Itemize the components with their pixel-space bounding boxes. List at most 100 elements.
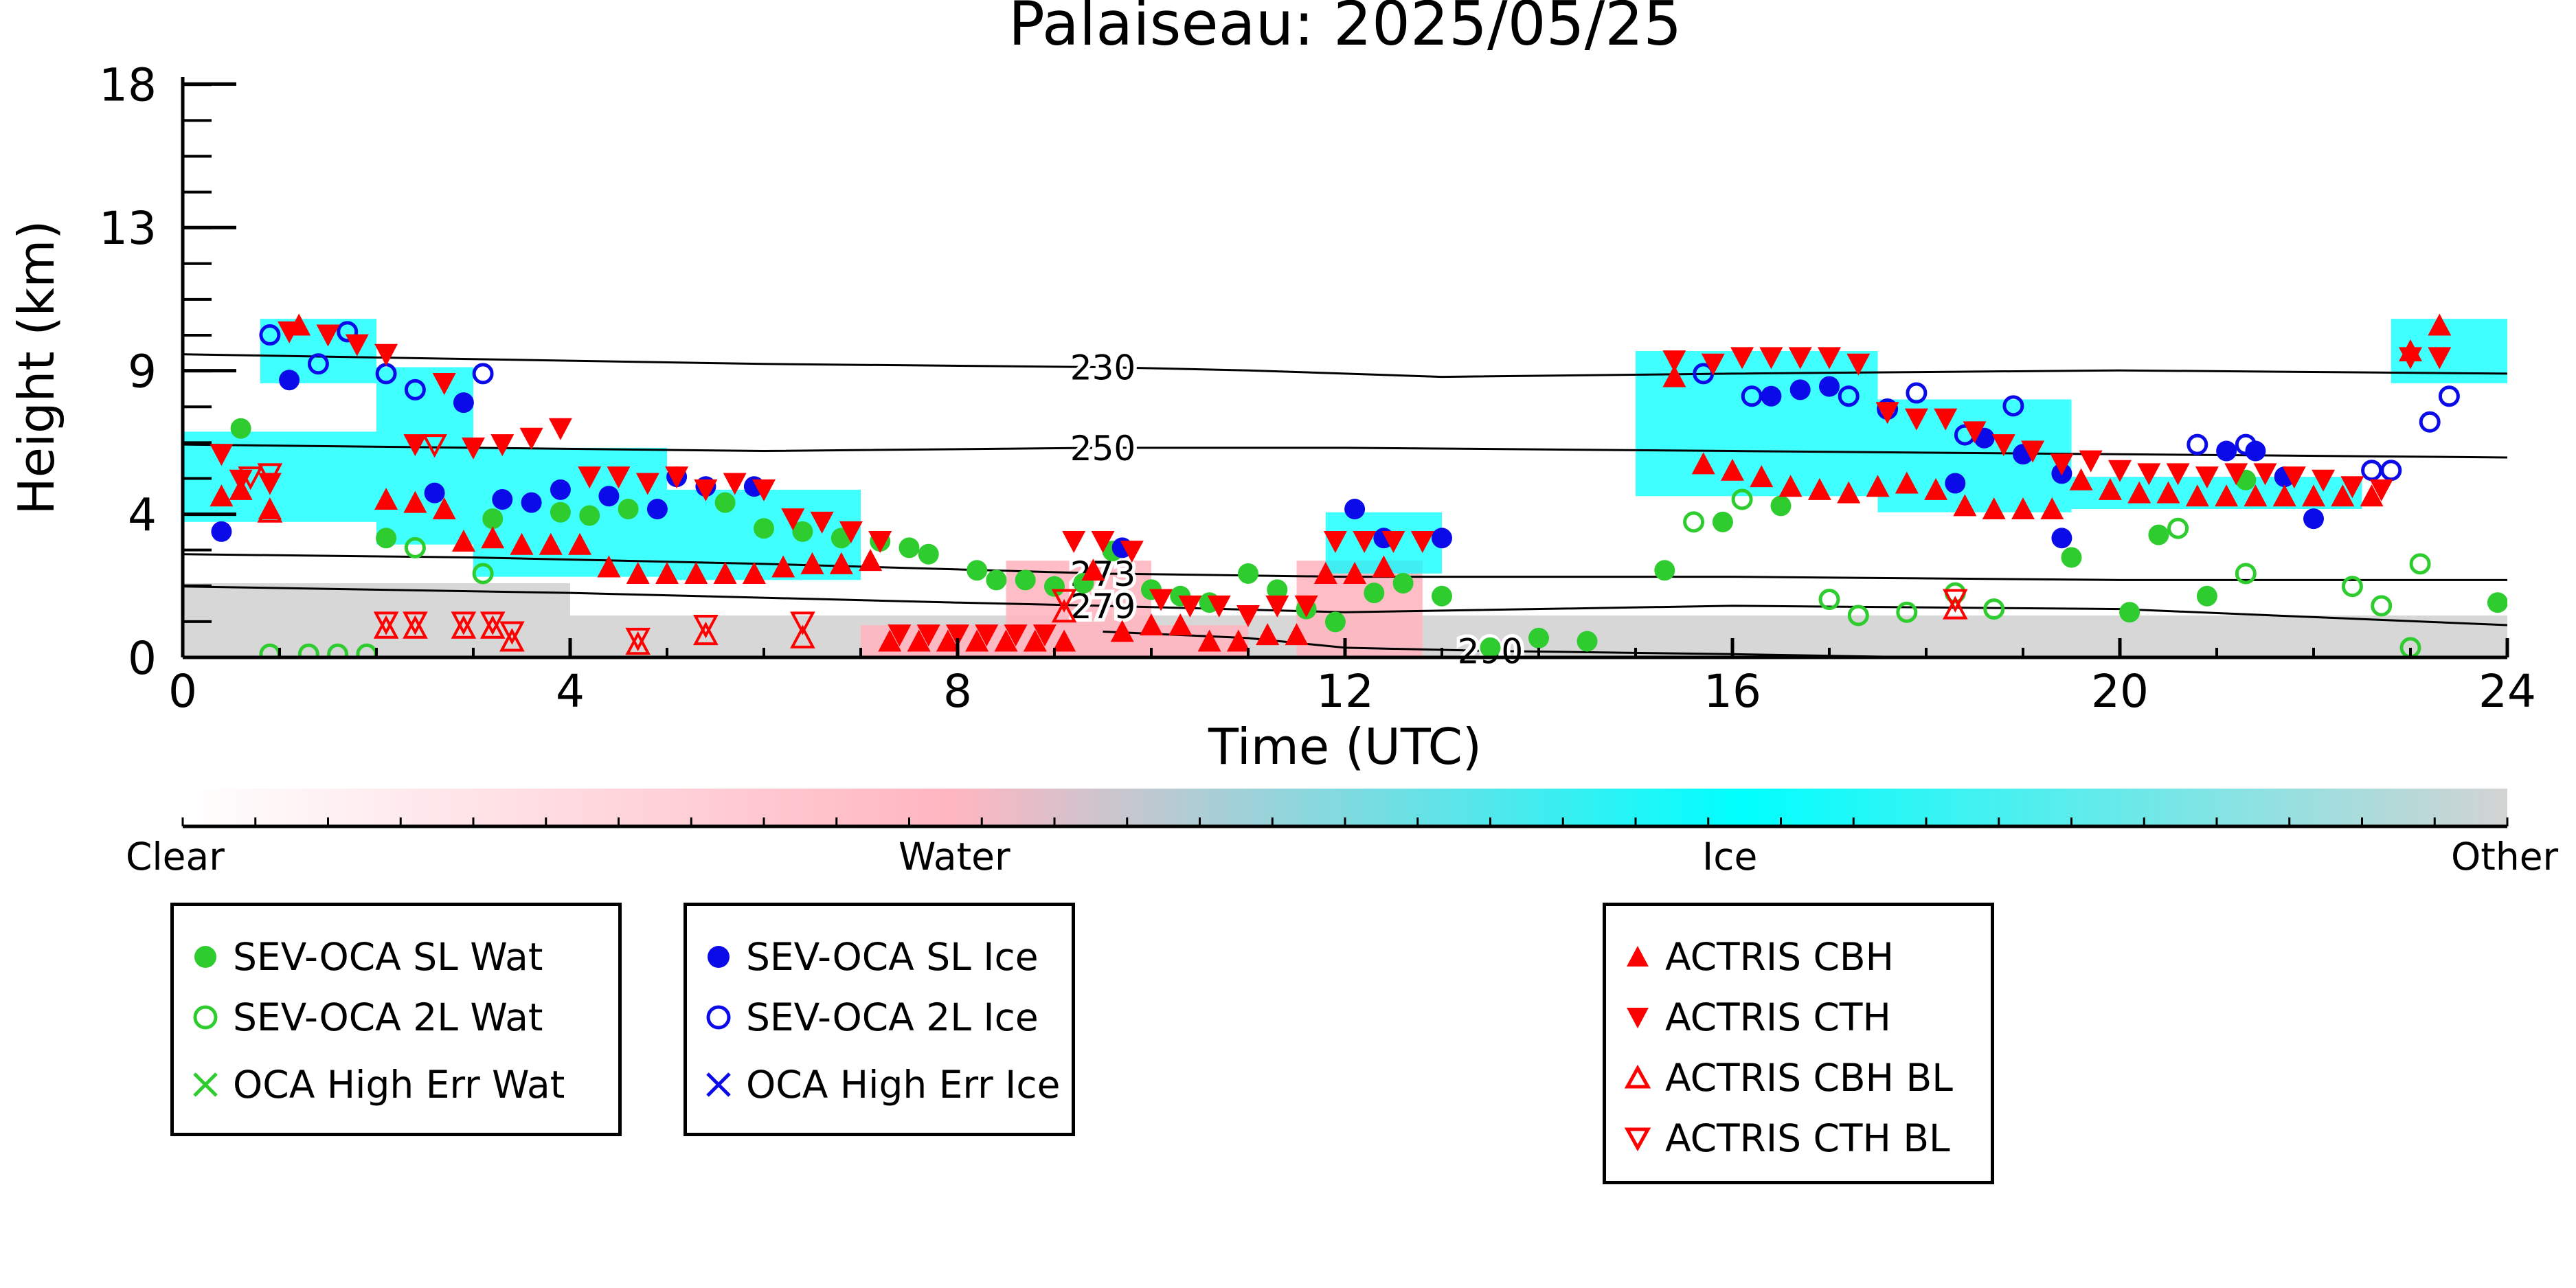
data-point xyxy=(2428,313,2452,336)
axis-ticks: 0 4 8 12 16 20 24 0 4 9 13 18 xyxy=(99,58,2536,718)
data-point xyxy=(327,643,349,657)
data-point xyxy=(916,624,940,647)
data-point xyxy=(2341,576,2363,598)
data-point xyxy=(2166,463,2190,486)
data-point xyxy=(1983,598,2005,620)
data-point xyxy=(684,561,708,584)
data-point xyxy=(626,561,650,584)
x-axis-label: Time (UTC) xyxy=(1208,718,1482,776)
legend-label: OCA High Err Ice xyxy=(746,1063,1061,1107)
x-marker-icon xyxy=(706,1072,731,1097)
x-tick-label: 20 xyxy=(2091,665,2149,718)
data-point xyxy=(723,473,747,495)
data-point xyxy=(1267,579,1288,600)
data-point xyxy=(510,532,534,555)
data-point xyxy=(2419,411,2441,433)
data-point xyxy=(2303,508,2324,530)
data-point xyxy=(2253,463,2277,486)
data-point xyxy=(1847,605,1869,626)
data-point xyxy=(2011,497,2035,520)
colorbar-label-clear: Clear xyxy=(126,835,225,879)
data-point xyxy=(800,552,824,574)
isotherm-line xyxy=(1103,630,1927,659)
data-point xyxy=(1789,379,1811,400)
data-point xyxy=(345,334,369,357)
data-point xyxy=(694,479,718,501)
data-point xyxy=(1721,458,1744,481)
data-point xyxy=(2360,484,2384,507)
data-point xyxy=(432,372,456,395)
data-point xyxy=(422,434,447,458)
data-point xyxy=(519,427,543,450)
data-point xyxy=(521,492,542,513)
data-point xyxy=(1197,629,1221,652)
data-point xyxy=(2079,450,2103,473)
legend-item: ACTRIS CBH xyxy=(1623,929,1894,984)
data-point xyxy=(1323,531,1347,553)
legend-item: SEV-OCA SL Wat xyxy=(190,929,543,984)
data-point xyxy=(257,499,283,523)
data-point xyxy=(1294,595,1318,618)
data-point xyxy=(550,501,571,523)
data-point xyxy=(2409,553,2431,575)
data-point xyxy=(2137,463,2161,486)
data-point xyxy=(230,418,251,439)
legend-item: ACTRIS CTH BL xyxy=(1623,1111,1950,1166)
data-point xyxy=(829,552,853,574)
data-point xyxy=(2196,585,2217,607)
data-point xyxy=(1236,605,1260,627)
data-point xyxy=(1818,347,1841,370)
data-point xyxy=(714,492,736,513)
phase-region-ice xyxy=(1877,399,2072,512)
data-point xyxy=(665,466,689,489)
data-point xyxy=(1023,629,1047,652)
data-point xyxy=(1818,589,1840,610)
legend-label: ACTRIS CBH xyxy=(1665,935,1894,979)
data-point xyxy=(499,621,525,645)
data-point xyxy=(2156,481,2180,504)
data-point xyxy=(655,561,679,584)
data-point xyxy=(1942,589,1968,613)
data-point xyxy=(2195,466,2219,489)
data-point xyxy=(607,466,631,489)
data-point xyxy=(1051,599,1077,623)
data-point xyxy=(1265,595,1289,618)
data-point xyxy=(646,499,668,520)
y-tick-label: 0 xyxy=(128,632,157,685)
data-point xyxy=(482,508,504,530)
y-tick-label: 9 xyxy=(128,346,157,398)
data-point xyxy=(1896,601,1918,623)
data-point xyxy=(1343,561,1367,584)
data-point xyxy=(2282,466,2306,489)
y-axis-label: Height (km) xyxy=(8,221,65,515)
x-tick-label: 24 xyxy=(2478,665,2536,718)
data-point xyxy=(899,537,920,558)
data-point xyxy=(598,486,620,507)
isotherm-line xyxy=(182,443,2508,459)
data-point xyxy=(278,321,302,343)
data-point xyxy=(1120,541,1144,563)
data-point xyxy=(1942,596,1968,620)
data-point xyxy=(1226,629,1250,652)
data-point xyxy=(373,615,399,639)
data-point xyxy=(451,611,477,635)
data-point xyxy=(490,434,515,457)
data-point xyxy=(1149,589,1173,611)
isotherm-label: 230 xyxy=(1070,348,1136,388)
data-point xyxy=(1238,563,1258,584)
x-tick-label: 0 xyxy=(168,665,197,718)
data-point xyxy=(2224,463,2248,486)
data-point xyxy=(1924,477,1948,500)
data-point xyxy=(472,563,494,585)
data-point xyxy=(297,643,319,657)
data-point xyxy=(337,321,359,343)
data-point xyxy=(2021,440,2045,463)
data-point xyxy=(2369,479,2393,501)
data-point xyxy=(550,479,571,500)
colorbar-ticks xyxy=(181,817,2509,826)
data-point xyxy=(316,324,340,347)
data-markers xyxy=(210,313,2507,657)
data-point xyxy=(771,555,795,578)
legend-label: OCA High Err Wat xyxy=(233,1063,565,1107)
